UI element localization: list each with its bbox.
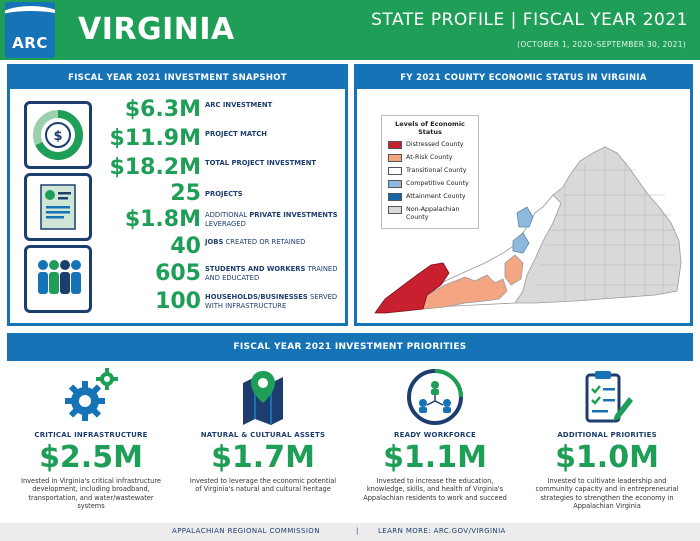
stat-value: $6.3M — [124, 97, 201, 122]
stat-label: HOUSEHOLDS/BUSINESSES SERVED WITH INFRAS… — [205, 293, 338, 310]
priority-title: CRITICAL INFRASTRUCTURE — [34, 431, 148, 439]
stat-label: PROJECT MATCH — [205, 130, 267, 138]
priority-natural-cultural-assets: NATURAL & CULTURAL ASSETS $1.7M Invested… — [179, 367, 347, 519]
footer-org: APPALACHIAN REGIONAL COMMISSION — [172, 527, 320, 535]
priority-critical-infrastructure: CRITICAL INFRASTRUCTURE $2.5M Invested i… — [7, 367, 175, 519]
stat-label: ADDITIONAL PRIVATE INVESTMENTS LEVERAGED — [205, 211, 338, 228]
priority-description: Invested to increase the education, know… — [363, 477, 507, 502]
stat-private-investments: $1.8M ADDITIONAL PRIVATE INVESTMENTS LEV… — [10, 207, 345, 233]
profile-subtitle: (OCTOBER 1, 2020–SEPTEMBER 30, 2021) — [517, 40, 686, 49]
stat-project-match: $11.9M PROJECT MATCH — [10, 126, 345, 152]
legend-swatch — [388, 180, 402, 188]
priorities-heading: FISCAL YEAR 2021 INVESTMENT PRIORITIES — [7, 333, 693, 361]
gears-icon — [65, 368, 118, 421]
map-heading: FY 2021 COUNTY ECONOMIC STATUS IN VIRGIN… — [357, 67, 690, 89]
stat-value: $11.9M — [109, 126, 201, 151]
map-pin-icon — [243, 371, 283, 425]
legend-item-non-appalachian: Non-Appalachian County — [388, 204, 472, 224]
priority-title: NATURAL & CULTURAL ASSETS — [200, 431, 326, 439]
footer: APPALACHIAN REGIONAL COMMISSION | LEARN … — [0, 523, 700, 541]
stat-label: STUDENTS AND WORKERS TRAINED AND EDUCATE… — [205, 265, 338, 282]
stat-value: $18.2M — [109, 155, 201, 180]
stat-value: 605 — [155, 261, 201, 286]
legend-label: Competitive County — [406, 180, 469, 187]
investment-snapshot-panel: FISCAL YEAR 2021 INVESTMENT SNAPSHOT $ — [7, 64, 348, 326]
priority-value: $1.1M — [383, 440, 487, 475]
arc-logo: ARC — [5, 2, 55, 58]
stat-label: JOBS CREATED OR RETAINED — [205, 238, 306, 246]
legend-label: Attainment County — [406, 193, 466, 200]
clipboard-check-icon — [585, 371, 633, 423]
stat-total-investment: $18.2M TOTAL PROJECT INVESTMENT — [10, 155, 345, 181]
header-bar: ARC VIRGINIA STATE PROFILE | FISCAL YEAR… — [0, 0, 700, 60]
priority-title: READY WORKFORCE — [394, 431, 476, 439]
stat-label: PROJECTS — [205, 190, 243, 198]
stat-students-workers: 605 STUDENTS AND WORKERS TRAINED AND EDU… — [10, 261, 345, 287]
stat-label: TOTAL PROJECT INVESTMENT — [205, 159, 317, 167]
county-status-map-panel: FY 2021 COUNTY ECONOMIC STATUS IN VIRGIN… — [354, 64, 693, 326]
virginia-county-map — [374, 146, 682, 314]
stat-label: ARC INVESTMENT — [205, 101, 273, 109]
legend-label: Non-Appalachian County — [406, 206, 460, 221]
legend-item-competitive: Competitive County — [388, 178, 472, 191]
priority-description: Invested in Virginia's critical infrastr… — [21, 477, 161, 511]
stat-value: 100 — [155, 289, 201, 314]
workforce-network-icon — [407, 369, 463, 425]
priority-title: ADDITIONAL PRIORITIES — [557, 431, 657, 439]
legend-label: Distressed County — [406, 141, 464, 148]
legend-swatch — [388, 141, 402, 149]
stat-arc-investment: $6.3M ARC INVESTMENT — [10, 97, 345, 123]
document-report-icon — [24, 173, 92, 241]
priority-description: Invested to cultivate leadership and com… — [535, 477, 679, 511]
priority-value: $1.0M — [555, 440, 659, 475]
stat-projects: 25 PROJECTS — [10, 181, 345, 207]
logo-swoosh — [5, 6, 55, 28]
snapshot-heading: FISCAL YEAR 2021 INVESTMENT SNAPSHOT — [10, 67, 345, 89]
profile-title: STATE PROFILE | FISCAL YEAR 2021 — [371, 10, 688, 30]
pie-dollar-icon: $ — [24, 101, 92, 169]
stat-households: 100 HOUSEHOLDS/BUSINESSES SERVED WITH IN… — [10, 289, 345, 315]
investment-priorities-panel: FISCAL YEAR 2021 INVESTMENT PRIORITIES C… — [7, 333, 693, 521]
page-title: VIRGINIA — [78, 12, 235, 47]
svg-text:$: $ — [53, 129, 62, 144]
priority-ready-workforce: READY WORKFORCE $1.1M Invested to increa… — [351, 367, 519, 519]
legend-swatch — [388, 193, 402, 201]
legend-swatch — [388, 167, 402, 175]
legend-item-distressed: Distressed County — [388, 139, 472, 152]
legend-label: At-Risk County — [406, 154, 453, 161]
map-legend: Levels of Economic Status Distressed Cou… — [381, 115, 479, 229]
priority-additional: ADDITIONAL PRIORITIES $1.0M Invested to … — [523, 367, 691, 519]
priority-value: $1.7M — [211, 440, 315, 475]
legend-title: Levels of Economic Status — [395, 120, 465, 136]
priority-description: Invested to leverage the economic potent… — [189, 477, 337, 494]
stat-value: 25 — [170, 181, 201, 206]
logo-text: ARC — [12, 34, 48, 52]
stat-jobs: 40 JOBS CREATED OR RETAINED — [10, 234, 345, 260]
legend-item-at-risk: At-Risk County — [388, 152, 472, 165]
stat-value: 40 — [170, 234, 201, 259]
legend-swatch — [388, 206, 402, 214]
priority-value: $2.5M — [39, 440, 143, 475]
legend-swatch — [388, 154, 402, 162]
stat-value: $1.8M — [124, 207, 201, 232]
people-group-icon — [24, 245, 92, 313]
legend-label: Transitional County — [406, 167, 467, 174]
footer-separator: | — [356, 527, 359, 535]
footer-learn-more-link[interactable]: LEARN MORE: ARC.GOV/VIRGINIA — [378, 527, 506, 535]
legend-item-attainment: Attainment County — [388, 191, 472, 204]
legend-item-transitional: Transitional County — [388, 165, 472, 178]
